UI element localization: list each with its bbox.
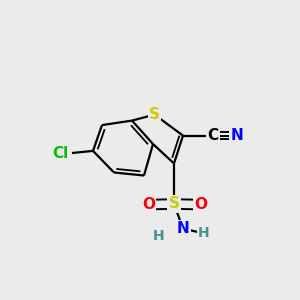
Text: N: N xyxy=(177,221,189,236)
Text: Cl: Cl xyxy=(52,146,68,160)
Text: O: O xyxy=(194,197,207,212)
Text: H: H xyxy=(153,229,164,242)
Text: O: O xyxy=(142,197,155,212)
Text: C: C xyxy=(207,128,219,143)
Text: S: S xyxy=(149,107,160,122)
Text: N: N xyxy=(231,128,243,143)
Text: H: H xyxy=(198,226,210,240)
Text: S: S xyxy=(169,196,179,211)
